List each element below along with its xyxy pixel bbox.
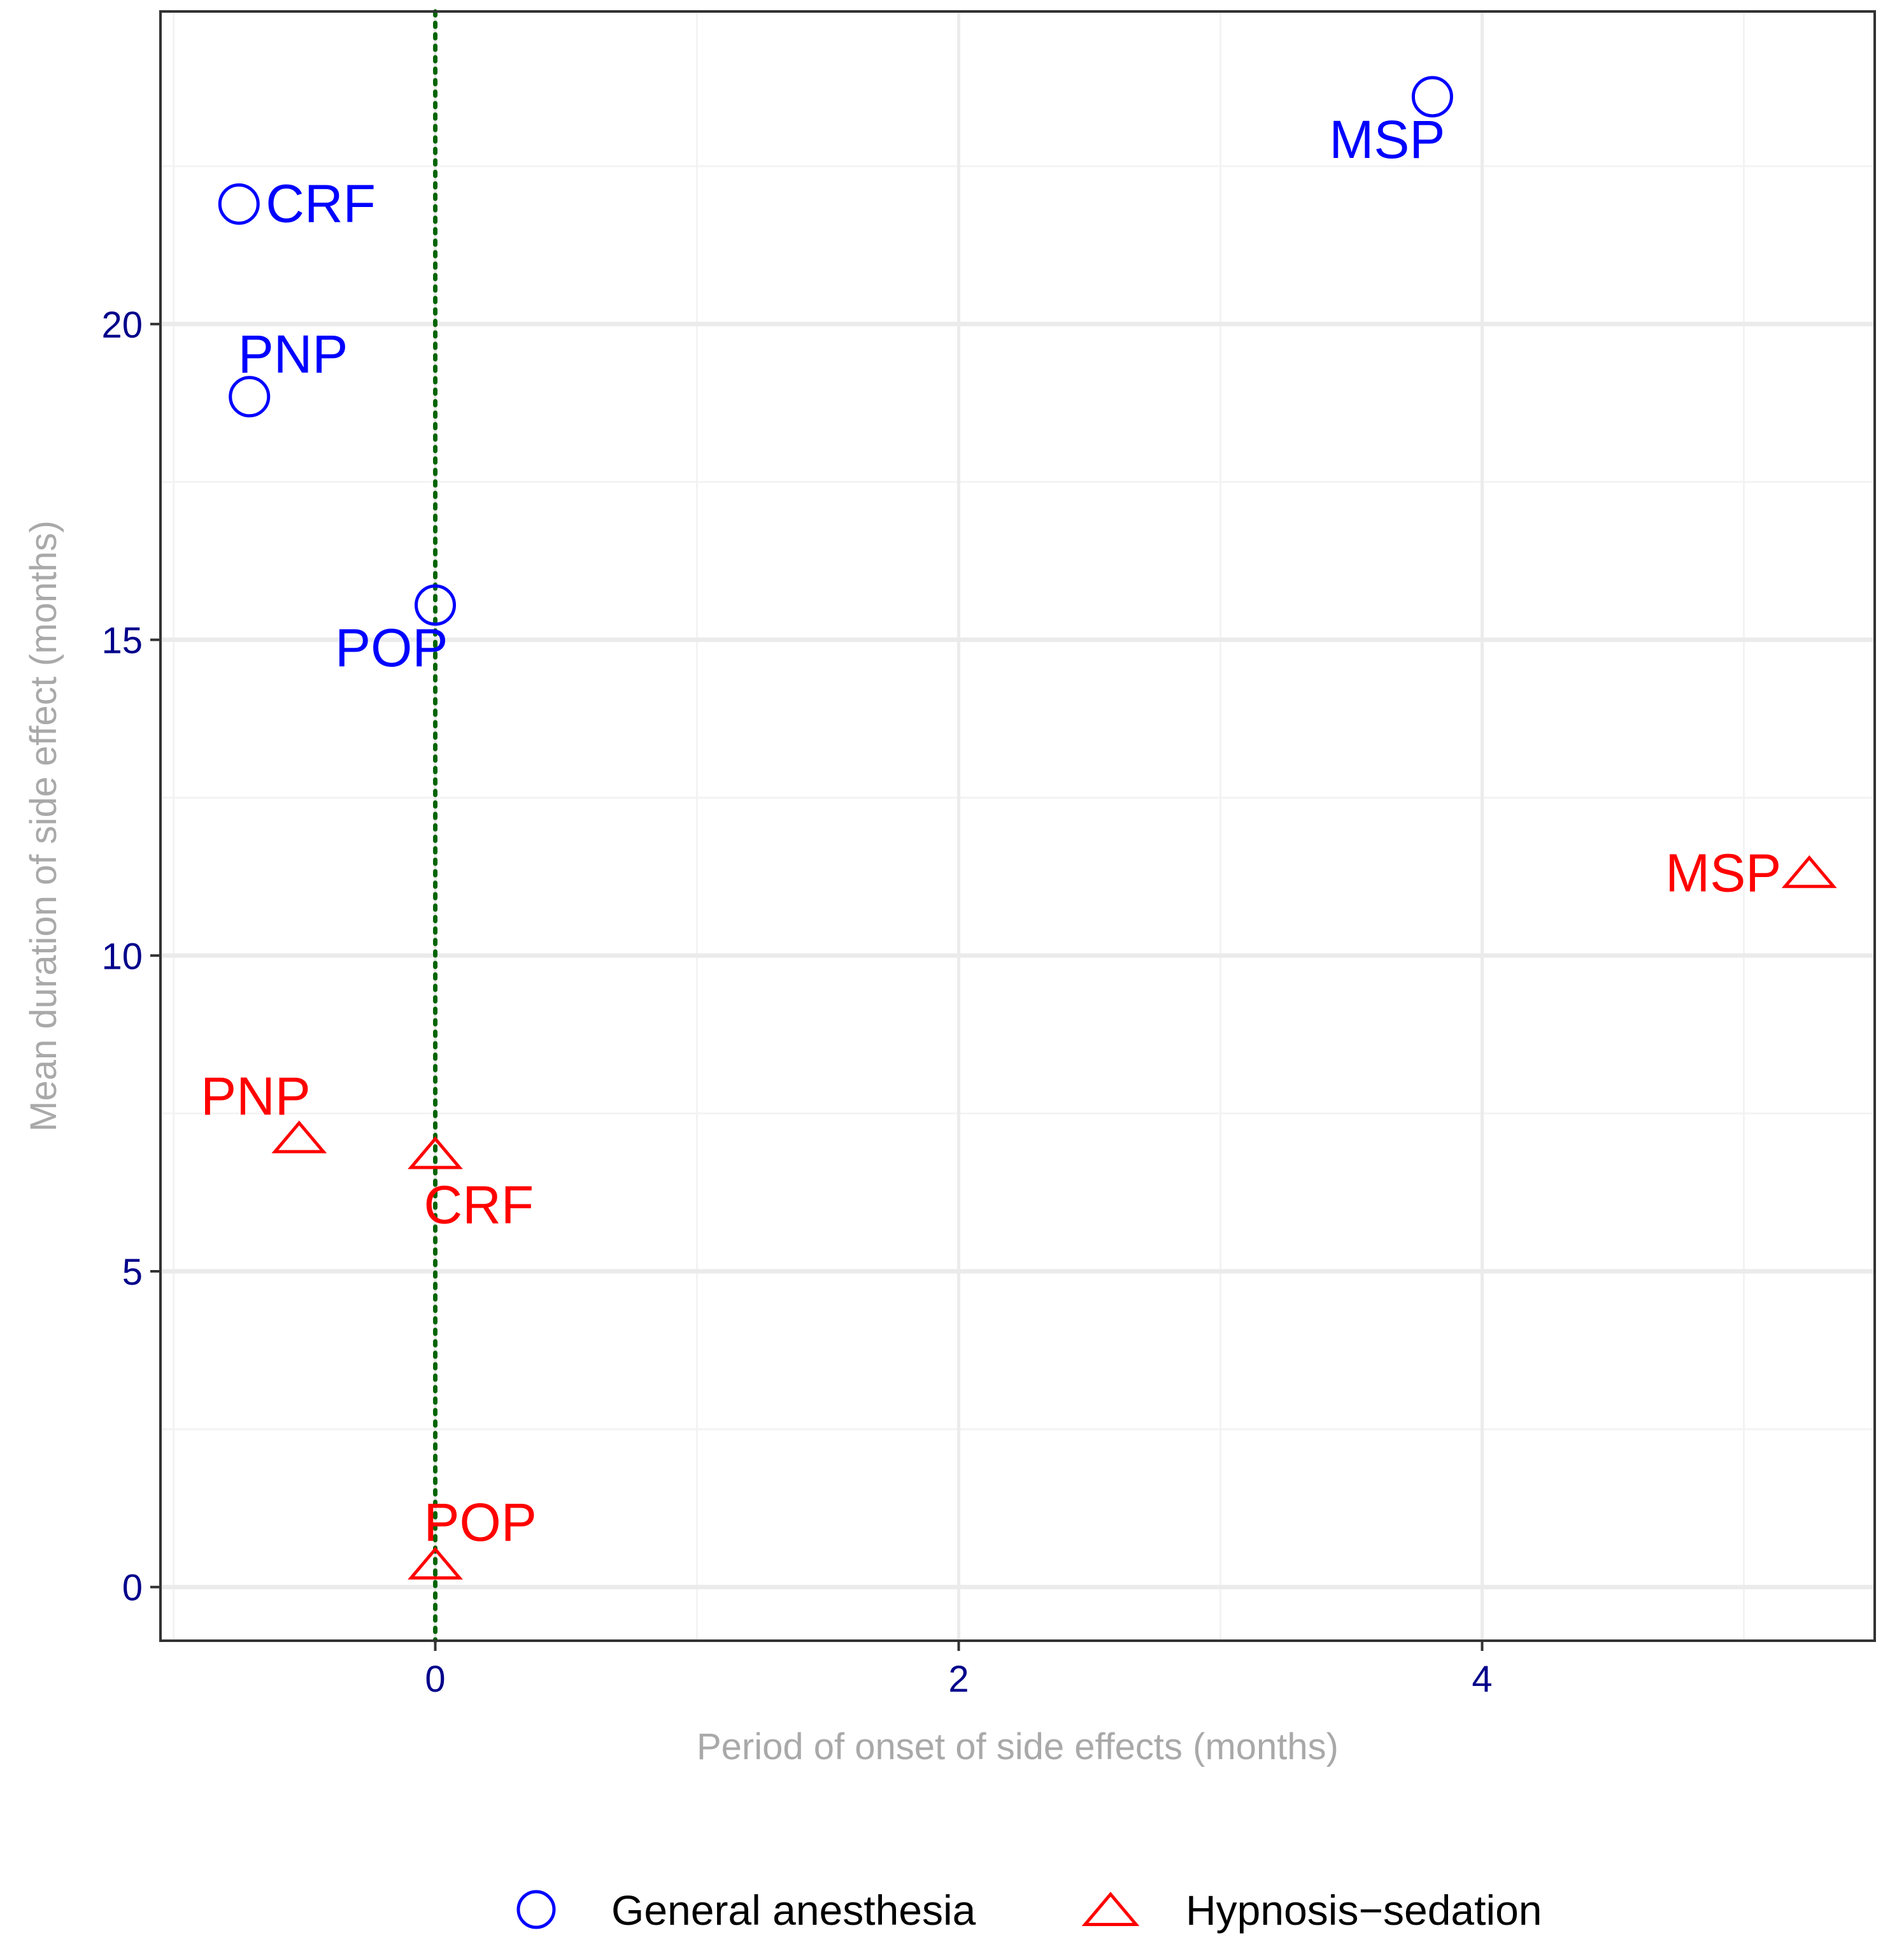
data-point-triangle xyxy=(408,1136,463,1169)
x-tick-label: 4 xyxy=(1472,1659,1492,1700)
point-label: MSP xyxy=(1329,110,1445,169)
point-label: PNP xyxy=(238,324,348,384)
data-point-triangle xyxy=(271,1120,327,1153)
y-tick-label: 5 xyxy=(122,1252,143,1293)
points-layer xyxy=(218,76,1837,1580)
data-point-circle xyxy=(229,376,271,418)
point-label: PNP xyxy=(201,1066,311,1126)
x-tick-label: 2 xyxy=(948,1659,969,1700)
x-tick-label: 0 xyxy=(425,1659,445,1700)
legend: General anesthesia Hypnosis−sedation xyxy=(516,1887,1542,1934)
point-label: CRF xyxy=(266,173,376,233)
legend-key-triangle-icon xyxy=(1081,1892,1140,1926)
point-label: MSP xyxy=(1665,843,1781,903)
legend-label-hypnosis-sedation: Hypnosis−sedation xyxy=(1186,1887,1542,1934)
legend-label-general-anesthesia: General anesthesia xyxy=(611,1887,976,1934)
data-point-circle xyxy=(1411,76,1453,118)
point-label: POP xyxy=(335,618,448,678)
legend-item-general-anesthesia: General anesthesia xyxy=(516,1887,976,1934)
y-axis-title: Mean duration of side effect (months) xyxy=(23,520,64,1132)
grid-layer xyxy=(160,11,1875,1641)
y-tick-label: 15 xyxy=(101,620,143,662)
data-point-triangle xyxy=(1781,855,1837,889)
y-tick-label: 10 xyxy=(101,936,143,977)
axes-layer: 0 2 4 0 5 10 15 20 xyxy=(101,304,1492,1700)
legend-key-circle-icon xyxy=(516,1890,556,1929)
panel-border xyxy=(159,10,1876,1642)
legend-item-hypnosis-sedation: Hypnosis−sedation xyxy=(1081,1887,1542,1934)
data-point-triangle xyxy=(408,1546,463,1580)
point-label: POP xyxy=(424,1492,537,1552)
y-tick-label: 0 xyxy=(122,1567,143,1609)
y-tick-label: 20 xyxy=(101,304,143,346)
x-axis-title: Period of onset of side effects (months) xyxy=(697,1726,1339,1767)
point-labels-layer: CRF PNP POP MSP PNP CRF POP MSP xyxy=(201,110,1781,1552)
data-point-circle xyxy=(415,584,457,626)
data-point-circle xyxy=(218,183,260,225)
point-label: CRF xyxy=(424,1175,534,1235)
